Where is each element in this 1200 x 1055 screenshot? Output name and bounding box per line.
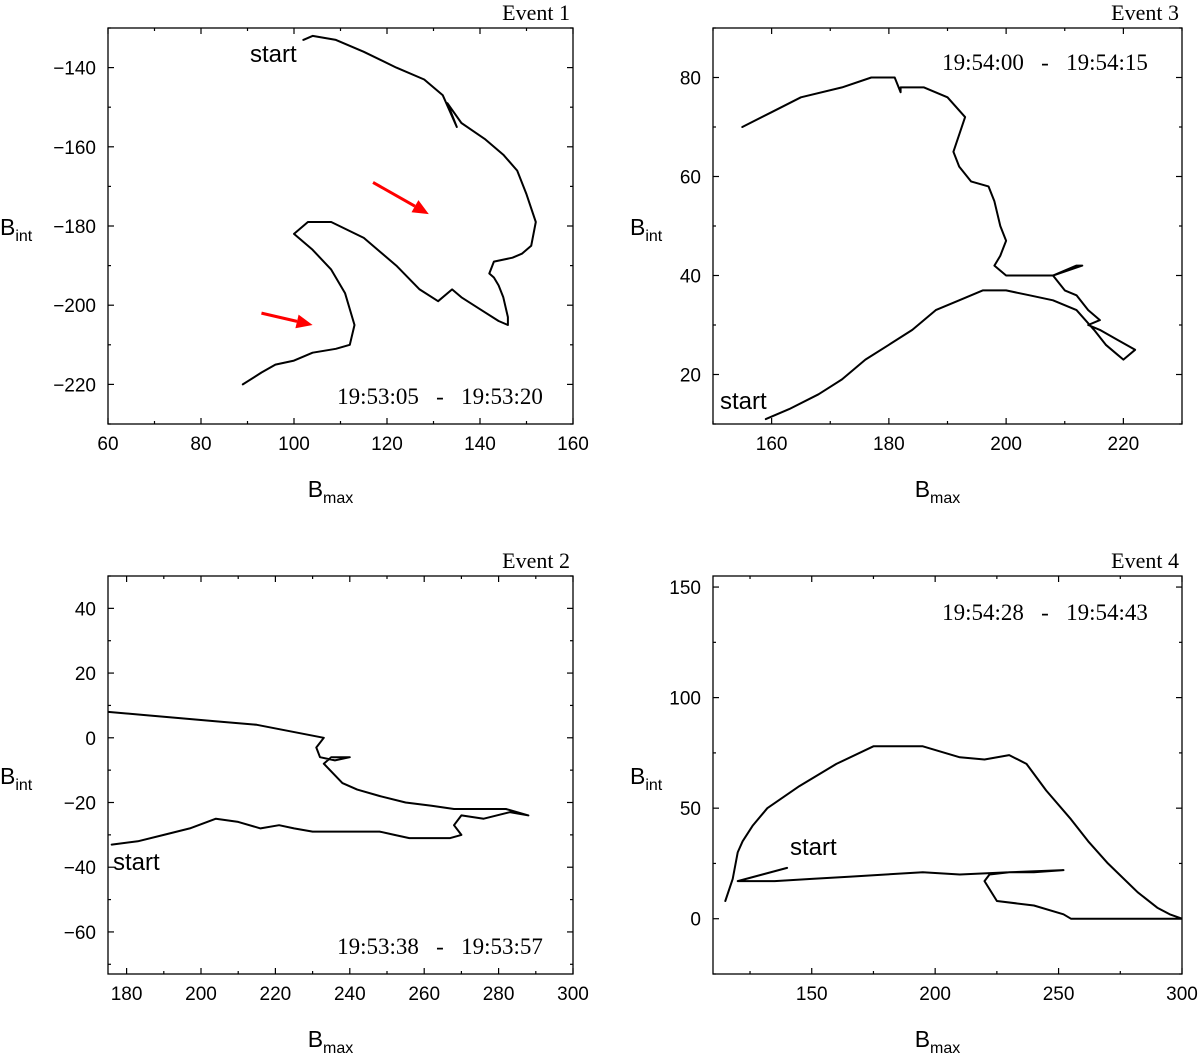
y-tick-label: 150 — [669, 578, 701, 599]
y-tick-label: 60 — [680, 168, 701, 189]
series-trace — [108, 710, 530, 846]
plot-frame — [712, 27, 1183, 425]
y-tick-label: −160 — [53, 138, 96, 159]
x-tick-label: 240 — [334, 984, 366, 1005]
x-tick-label: 160 — [756, 434, 788, 455]
chart-title: Event 3 — [1111, 0, 1179, 25]
start-label: start — [720, 388, 767, 415]
y-axis-label: Bint — [630, 763, 663, 794]
y-tick-label: 40 — [680, 267, 701, 288]
x-axis-label: Bmax — [308, 1026, 354, 1055]
red-arrow-head — [411, 200, 429, 215]
plot-frame — [107, 575, 574, 975]
time-range-label: 19:54:28 - 19:54:43 — [942, 600, 1148, 625]
x-tick-label: 220 — [1108, 434, 1140, 455]
y-tick-label: −180 — [53, 217, 96, 238]
y-tick-label: 20 — [680, 366, 701, 387]
x-tick-label: 200 — [185, 984, 217, 1005]
x-tick-label: 260 — [408, 984, 440, 1005]
x-tick-label: 180 — [111, 984, 143, 1005]
y-tick-label: −140 — [53, 59, 96, 80]
chart-panel-4: Event 4 150 200 250 300 0 50 100 150 Bmax Bint star… — [630, 548, 1198, 1055]
y-tick-label: −60 — [64, 923, 96, 944]
y-tick-label: −40 — [64, 858, 96, 879]
y-tick-label: 0 — [85, 729, 96, 750]
time-range-label: 19:54:00 - 19:54:15 — [942, 50, 1148, 75]
time-range-label: 19:53:38 - 19:53:57 — [337, 934, 543, 959]
x-tick-label: 140 — [464, 434, 496, 455]
y-axis-label: Bint — [0, 214, 33, 245]
x-tick-label: 300 — [1166, 984, 1198, 1005]
y-tick-label: 20 — [75, 664, 96, 685]
chart-panel-1: Event 1 60 80 100 120 140 160 −220 −200 −180 −160 −… — [0, 0, 589, 507]
y-tick-label: 50 — [680, 799, 701, 820]
red-arrow — [261, 311, 298, 323]
x-tick-label: 300 — [557, 984, 589, 1005]
x-tick-label: 220 — [260, 984, 292, 1005]
red-arrow — [372, 181, 416, 208]
plot-frame — [712, 575, 1183, 975]
red-arrow-head — [295, 314, 313, 329]
x-axis-label: Bmax — [915, 476, 961, 507]
chart-title: Event 4 — [1111, 548, 1179, 573]
y-axis-label: Bint — [630, 214, 663, 245]
y-tick-label: −220 — [53, 375, 96, 396]
y-axis-label: Bint — [0, 763, 33, 794]
series-trace — [724, 745, 1182, 920]
y-tick-label: 100 — [669, 689, 701, 710]
x-tick-label: 200 — [919, 984, 951, 1005]
x-tick-label: 160 — [557, 434, 589, 455]
y-tick-label: 40 — [75, 599, 96, 620]
series-trace — [241, 34, 537, 386]
x-tick-label: 80 — [190, 434, 211, 455]
x-tick-label: 280 — [483, 984, 515, 1005]
x-tick-label: 60 — [97, 434, 118, 455]
y-tick-label: −20 — [64, 794, 96, 815]
x-axis-label: Bmax — [308, 476, 354, 507]
start-label: start — [790, 834, 837, 861]
y-tick-label: 0 — [690, 910, 701, 931]
x-tick-label: 180 — [873, 434, 905, 455]
y-tick-label: −200 — [53, 296, 96, 317]
start-label: start — [250, 41, 297, 68]
chart-title: Event 2 — [502, 548, 570, 573]
chart-panel-2: Event 3 160 180 200 220 20 40 60 80 Bmax Bint start… — [630, 0, 1183, 507]
x-tick-label: 120 — [371, 434, 403, 455]
x-tick-label: 250 — [1043, 984, 1075, 1005]
x-tick-label: 100 — [278, 434, 310, 455]
chart-title: Event 1 — [502, 0, 570, 25]
x-axis-label: Bmax — [915, 1026, 961, 1055]
x-tick-label: 200 — [990, 434, 1022, 455]
series-trace — [741, 76, 1137, 421]
time-range-label: 19:53:05 - 19:53:20 — [337, 384, 543, 409]
start-label: start — [113, 849, 160, 876]
y-tick-label: 80 — [680, 69, 701, 90]
x-tick-label: 150 — [796, 984, 828, 1005]
chart-panel-3: Event 2 180 200 220 240 260 280 300 −60 −40 −20 0 20… — [0, 548, 589, 1055]
